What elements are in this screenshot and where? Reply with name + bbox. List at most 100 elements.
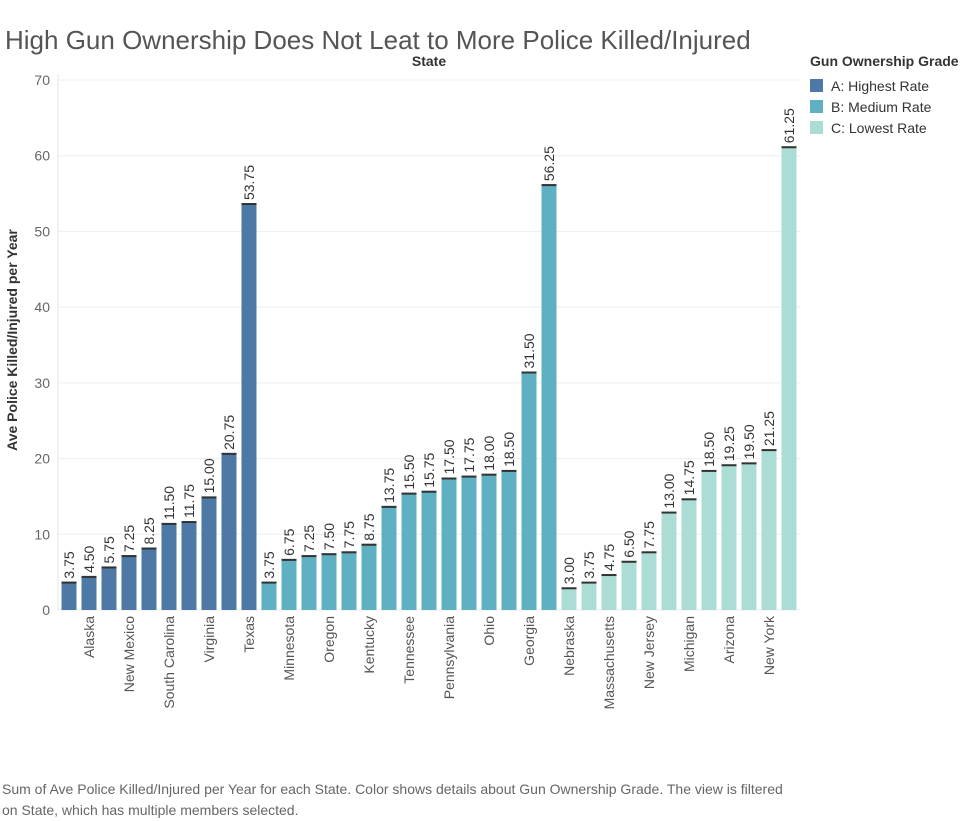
bar [181,521,197,610]
legend-swatch-a [810,79,823,92]
bar [381,505,397,610]
bar [401,492,417,610]
column-header: State [412,53,446,69]
x-tick-label: New Jersey [641,616,657,689]
bar [581,581,597,610]
bar [81,575,97,610]
legend-label-b: B: Medium Rate [831,98,932,115]
data-label: 6.75 [281,528,297,555]
bar [261,581,277,610]
bar [601,574,617,610]
data-label: 11.75 [181,484,197,518]
bar [541,184,557,610]
bar [621,560,637,610]
bar [641,551,657,610]
x-tick-label: Nebraska [561,616,577,676]
bar [341,551,357,610]
data-label: 3.75 [261,551,277,578]
bar [61,581,77,610]
bar [721,464,737,610]
data-label: 19.25 [721,426,737,461]
bar [141,547,157,610]
data-label: 7.75 [341,521,357,548]
y-tick-label: 50 [34,223,50,239]
data-label: 7.25 [121,525,137,552]
y-tick-label: 40 [34,299,50,315]
data-label: 5.75 [101,536,117,563]
legend-swatch-b [810,100,823,113]
data-label: 6.50 [621,530,637,557]
data-label: 61.25 [781,108,797,143]
data-label: 18.00 [481,435,497,470]
data-label: 3.75 [61,551,77,578]
legend-swatch-c [810,121,823,134]
bar [321,553,337,610]
data-label: 3.75 [581,551,597,578]
data-label: 14.75 [681,460,697,495]
data-label: 17.75 [461,437,477,472]
data-label: 17.50 [441,439,457,474]
bar [501,469,517,610]
bar [481,473,497,610]
bar [761,449,777,610]
data-label: 7.75 [641,521,657,548]
legend: Gun Ownership Grade A: Highest Rate B: M… [810,53,959,138]
caption: Sum of Ave Police Killed/Injured per Yea… [2,781,783,818]
x-tick-label: New Mexico [121,616,137,692]
x-tick-label: Ohio [481,616,497,646]
data-label: 7.25 [301,525,317,552]
bar [301,555,317,610]
data-label: 13.75 [381,468,397,503]
bar [681,498,697,610]
legend-item-b[interactable]: B: Medium Rate [810,96,959,117]
data-label: 56.25 [541,146,557,181]
bar [121,555,137,610]
x-tick-label: Oregon [321,616,337,663]
bar [281,558,297,610]
x-tick-label: South Carolina [161,616,177,709]
y-axis-title: Ave Police Killed/Injured per Year [4,229,20,451]
bar [241,203,257,611]
data-label: 18.50 [701,432,717,467]
y-tick-label: 30 [34,375,50,391]
bar [461,475,477,610]
x-tick-label: Georgia [521,616,537,666]
data-label: 19.50 [741,424,757,459]
data-label: 18.50 [501,432,517,467]
data-label: 4.50 [81,545,97,572]
data-label: 21.25 [761,411,777,446]
x-tick-label: Tennessee [401,616,417,684]
bar [221,452,237,610]
x-tick-label: Alaska [81,616,97,658]
data-label: 20.75 [221,415,237,450]
y-tick-label: 70 [34,72,50,88]
y-tick-label: 60 [34,148,50,164]
y-tick-label: 20 [34,451,50,467]
x-tick-label: Virginia [201,616,217,663]
data-label: 3.00 [561,557,577,584]
bar [161,522,177,610]
bar [741,462,757,610]
bar [561,587,577,610]
data-label: 13.00 [661,473,677,508]
legend-title: Gun Ownership Grade [810,53,959,69]
data-label: 15.75 [421,453,437,488]
bar [361,543,377,610]
y-tick-label: 10 [34,526,50,542]
x-tick-label: Arizona [721,616,737,664]
legend-label-c: C: Lowest Rate [831,119,927,136]
data-label: 53.75 [241,165,257,200]
bar [421,490,437,610]
bar [441,477,457,610]
data-label: 15.00 [201,458,217,493]
x-tick-label: Minnesota [281,616,297,681]
bar [701,469,717,610]
legend-item-c[interactable]: C: Lowest Rate [810,117,959,138]
legend-item-a[interactable]: A: Highest Rate [810,75,959,96]
x-tick-label: New York [761,615,777,675]
data-label: 8.25 [141,517,157,544]
data-label: 7.50 [321,523,337,550]
x-tick-label: Pennsylvania [441,616,457,699]
legend-label-a: A: Highest Rate [831,77,930,94]
bar [661,511,677,610]
